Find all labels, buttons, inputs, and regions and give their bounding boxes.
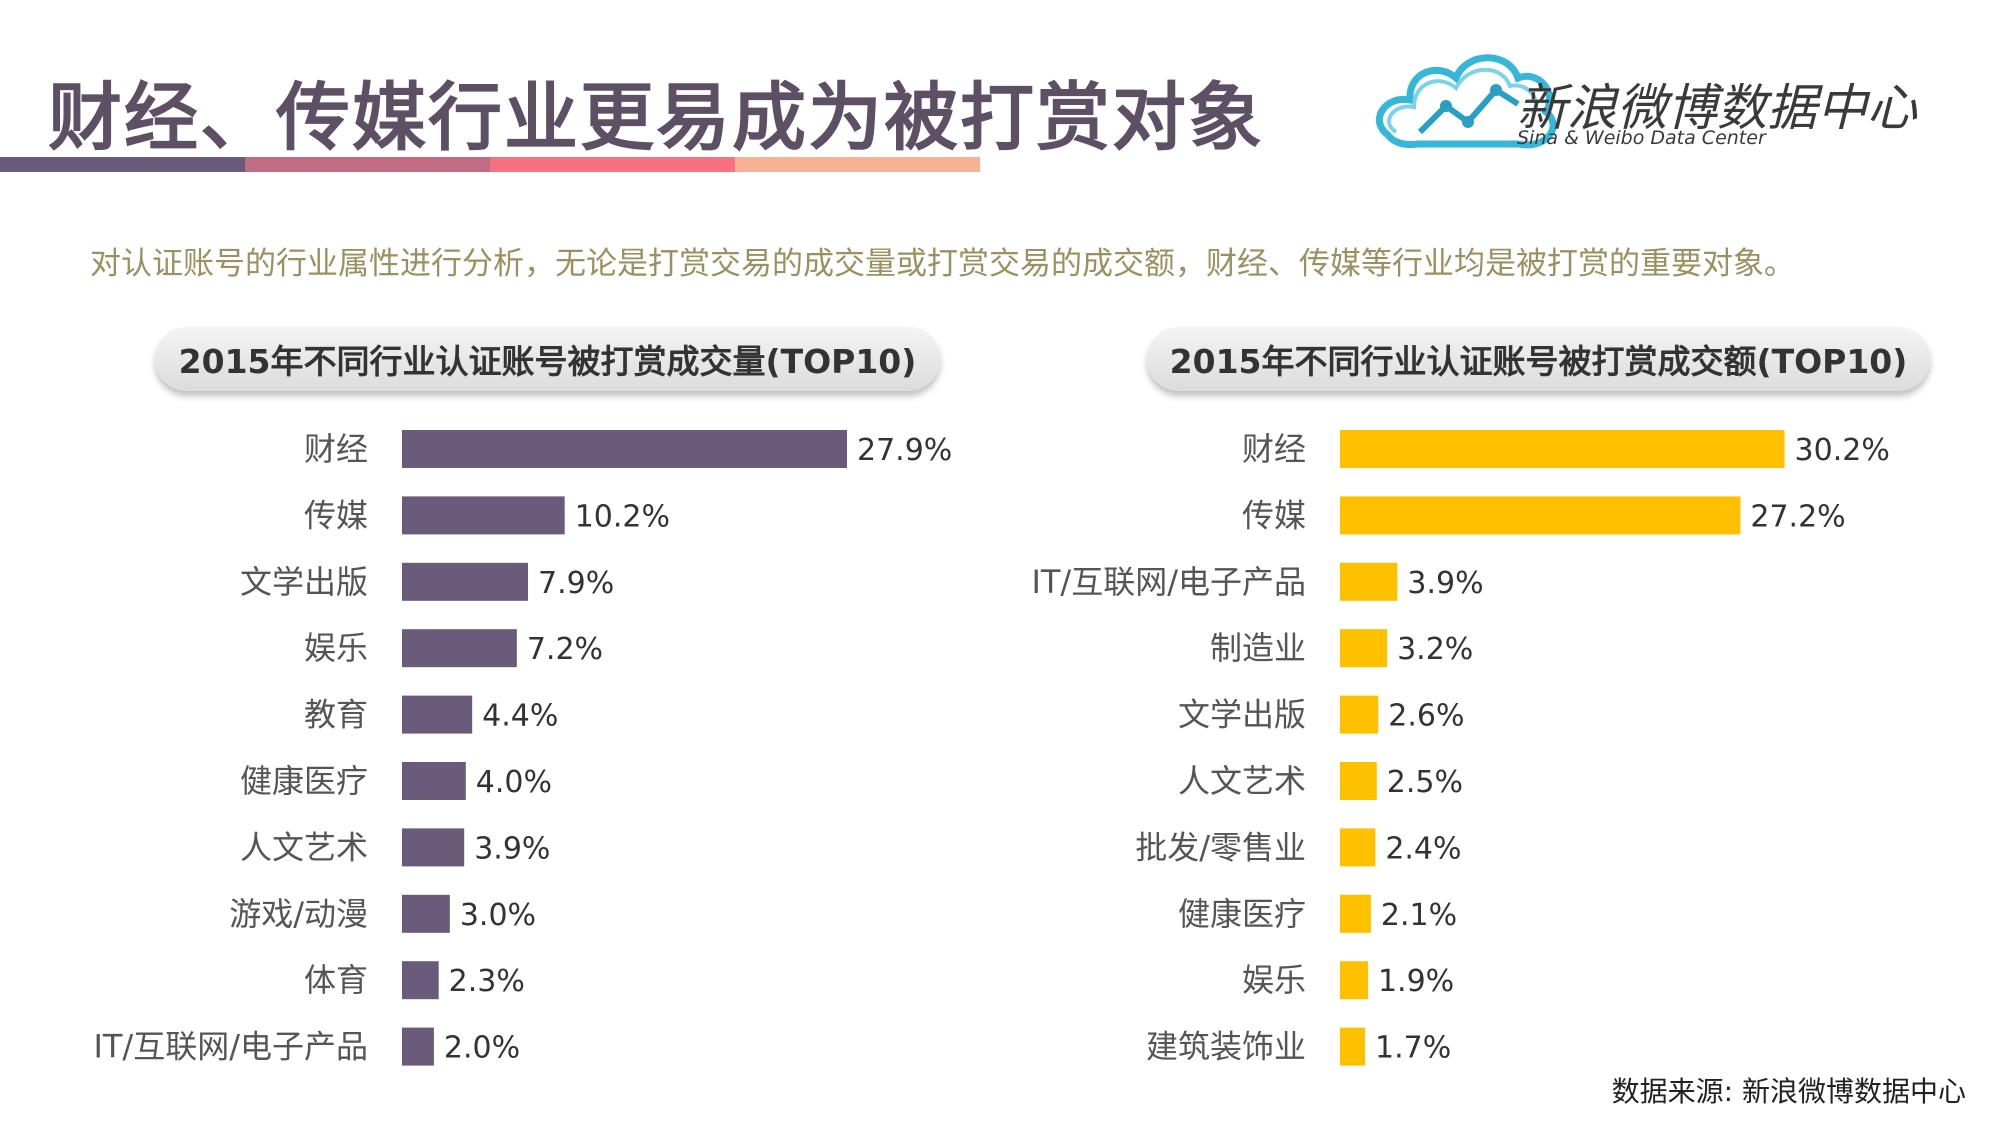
title-underline-segment-4 (735, 157, 980, 172)
left-category-label: 财经 (304, 430, 368, 468)
right-category-label: 文学出版 (1178, 696, 1306, 734)
left-bar (402, 1027, 434, 1066)
left-value-label: 2.0% (444, 1031, 520, 1066)
left-bar (402, 961, 439, 1000)
page-title: 财经、传媒行业更易成为被打赏对象 (48, 75, 1264, 161)
right-bar (1340, 629, 1388, 668)
right-bar (1340, 894, 1371, 933)
right-bar (1340, 828, 1376, 867)
logo-name-en: Sina & Weibo Data Center (1517, 127, 1766, 149)
left-value-label: 4.4% (482, 699, 558, 734)
right-category-label: 建筑装饰业 (1146, 1028, 1306, 1066)
left-category-label: 体育 (304, 961, 368, 999)
left-bar (402, 430, 848, 468)
right-category-label: 批发/零售业 (1135, 828, 1306, 866)
right-bar (1340, 1027, 1366, 1066)
logo-name-cn: 新浪微博数据中心 (1517, 79, 1917, 137)
right-bar (1340, 961, 1368, 1000)
right-bar (1340, 695, 1379, 734)
right-value-label: 27.2% (1750, 499, 1845, 534)
right-value-label: 3.9% (1407, 566, 1483, 601)
title-underline-segment-1 (0, 157, 245, 172)
cloud-chart-icon (1375, 54, 1557, 149)
left-bar (402, 562, 529, 601)
right-bar (1340, 762, 1377, 800)
left-category-label: 文学出版 (240, 563, 368, 601)
left-value-label: 4.0% (476, 765, 552, 800)
right-category-label: 传媒 (1242, 496, 1306, 534)
left-value-label: 2.3% (449, 964, 525, 999)
left-category-label: 人文艺术 (240, 828, 368, 866)
left-category-label: 健康医疗 (240, 762, 368, 800)
left-category-label: IT/互联网/电子产品 (93, 1028, 368, 1066)
right-value-label: 3.2% (1397, 632, 1473, 667)
left-category-label: 传媒 (304, 496, 368, 534)
right-value-label: 30.2% (1795, 433, 1890, 468)
description-text: 对认证账号的行业属性进行分析，无论是打赏交易的成交量或打赏交易的成交额，财经、传… (90, 246, 1795, 282)
left-category-label: 教育 (304, 696, 368, 734)
right-category-label: 人文艺术 (1178, 762, 1306, 800)
right-value-label: 2.5% (1387, 765, 1463, 800)
right-value-label: 2.6% (1388, 699, 1464, 734)
left-value-label: 7.2% (527, 632, 603, 667)
title-underline-segment-3 (490, 157, 735, 172)
right-bar (1340, 430, 1785, 468)
left-bar (402, 894, 450, 933)
left-bar (402, 762, 466, 800)
right-value-label: 1.7% (1375, 1031, 1451, 1066)
left-value-label: 27.9% (857, 433, 952, 468)
left-category-label: 游戏/动漫 (229, 895, 368, 933)
right-category-label: 娱乐 (1242, 961, 1306, 999)
right-bar (1340, 562, 1398, 601)
left-value-label: 10.2% (575, 499, 670, 534)
left-value-label: 3.9% (474, 831, 550, 866)
right-category-label: 制造业 (1210, 629, 1306, 667)
right-category-label: IT/互联网/电子产品 (1031, 563, 1306, 601)
left-value-label: 3.0% (460, 898, 536, 933)
left-chart-title: 2015年不同行业认证账号被打赏成交量(TOP10) (155, 327, 940, 391)
left-bar (402, 629, 517, 668)
right-chart-title: 2015年不同行业认证账号被打赏成交额(TOP10) (1147, 327, 1930, 391)
left-bar (402, 695, 473, 734)
right-bar (1340, 496, 1741, 535)
left-bar (402, 496, 565, 535)
title-underline-segment-2 (245, 157, 490, 172)
right-category-label: 健康医疗 (1178, 895, 1306, 933)
right-value-label: 1.9% (1378, 964, 1454, 999)
right-value-label: 2.1% (1381, 898, 1457, 933)
right-value-label: 2.4% (1385, 831, 1461, 866)
left-value-label: 7.9% (538, 566, 614, 601)
data-source: 数据来源: 新浪微博数据中心 (1611, 1075, 1966, 1108)
left-category-label: 娱乐 (304, 629, 368, 667)
right-category-label: 财经 (1242, 430, 1306, 468)
left-bar (402, 828, 465, 867)
